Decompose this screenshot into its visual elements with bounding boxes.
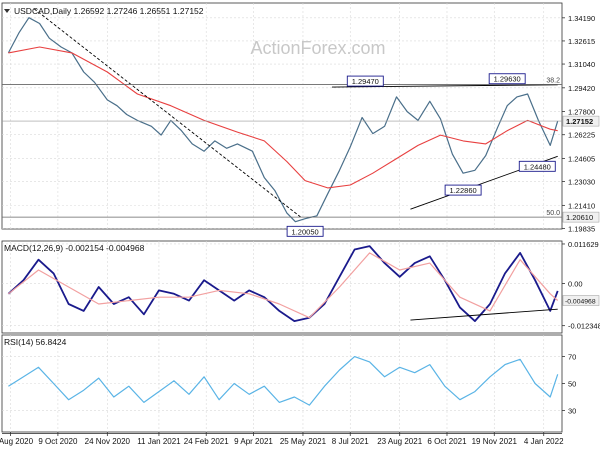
price-annotation-label: 1.29470 [352,77,379,86]
price-series-price [7,17,559,223]
x-tick-label: 8 Jul 2021 [332,437,369,446]
price-trendline [331,84,558,88]
macd-series-signal [8,252,559,319]
price-annotation-label: 1.24480 [524,162,551,171]
x-tick-label: 26 Aug 2020 [0,437,34,446]
x-tick-label: 25 May 2021 [280,437,327,446]
macd-title: MACD(12,26,9) -0.002154 -0.004968 [4,243,145,253]
fib-label: 50.0 [546,210,560,217]
price-y-tick-label: 1.29420 [568,84,595,93]
macd-y-tick-label: -0.012348 [568,322,600,331]
rsi-title: RSI(14) 56.8424 [4,337,67,347]
price-annotation-label: 1.20050 [292,227,319,236]
price-series-MA [8,46,558,189]
x-axis-line [2,433,562,434]
x-tick-label: 11 Jan 2021 [137,437,181,446]
price-title-text: USDCAD,Daily 1.26592 1.27246 1.26551 1.2… [14,6,204,16]
price-annotation-label: 1.22860 [450,186,477,195]
watermark: ActionForex.com [250,38,385,58]
x-tick-label: 23 Aug 2021 [377,437,422,446]
price-y-tick-label: 1.34190 [568,14,595,23]
current-price-label: 1.27152 [566,117,593,126]
price-y-tick-label: 1.24605 [568,154,595,163]
price-y-tick-label: 1.21410 [568,201,595,210]
price-annotation-box [286,225,324,237]
macd-panel: 0.011629 0.00 -0.012348 -0.004968 [7,240,600,331]
price-annotation-box [518,160,556,172]
panel-frames [1,2,563,434]
price-y-tick-label: 1.32615 [568,37,595,46]
grid-lines [2,3,562,432]
x-tick-label: 6 Oct 2021 [427,437,467,446]
macd-current-tag [562,295,600,306]
x-tick-label: 4 Jan 2022 [524,437,564,446]
x-axis: 26 Aug 2020 9 Oct 2020 24 Nov 2020 11 Jan 2… [0,432,564,446]
rsi-y-tick-label: 70 [568,353,576,362]
x-tick-label: 24 Nov 2020 [85,437,131,446]
macd-y-tick-label: 0.00 [568,280,583,289]
rsi-y-tick-label: 50 [568,380,576,389]
price-y-tick-label: 1.23030 [568,178,595,187]
fib-price-tag [562,211,600,223]
x-tick-label: 24 Feb 2021 [184,437,229,446]
price-annotation-box [346,75,384,87]
price-annotation-label: 1.29630 [494,75,521,84]
x-tick-label: 19 Nov 2021 [472,437,518,446]
price-panel: 1.34190 1.32615 1.31040 1.29420 1.27800 1.262… [2,8,600,237]
price-y-tick-label: 1.31040 [568,60,595,69]
price-y-tick-label: 1.26225 [568,131,595,140]
macd-current-label: -0.004968 [565,299,596,306]
macd-series-macd [7,245,559,323]
macd-trendline [410,308,558,321]
rsi-y-tick-label: 30 [568,406,576,415]
rsi-panel: 70 50 30 [8,353,576,415]
fib-price-label: 1.20610 [566,213,593,222]
price-y-tick-label: 1.19835 [568,224,595,233]
price-trendline [33,8,303,219]
price-annotation-box [488,73,526,85]
price-title: USDCAD,Daily 1.26592 1.27246 1.26551 1.2… [4,6,204,16]
price-annotation-box [444,184,482,196]
current-price-tag [562,115,600,127]
x-tick-label: 9 Apr 2021 [234,437,273,446]
price-y-tick-label: 1.27800 [568,108,595,117]
x-tick-label: 9 Oct 2020 [38,437,78,446]
macd-y-tick-label: 0.011629 [568,240,599,249]
macd-frame [1,240,563,334]
price-frame [1,2,563,230]
rsi-series-rsi [8,356,559,406]
chevron-down-icon [4,9,10,13]
fib-label: 38.2 [546,77,560,84]
